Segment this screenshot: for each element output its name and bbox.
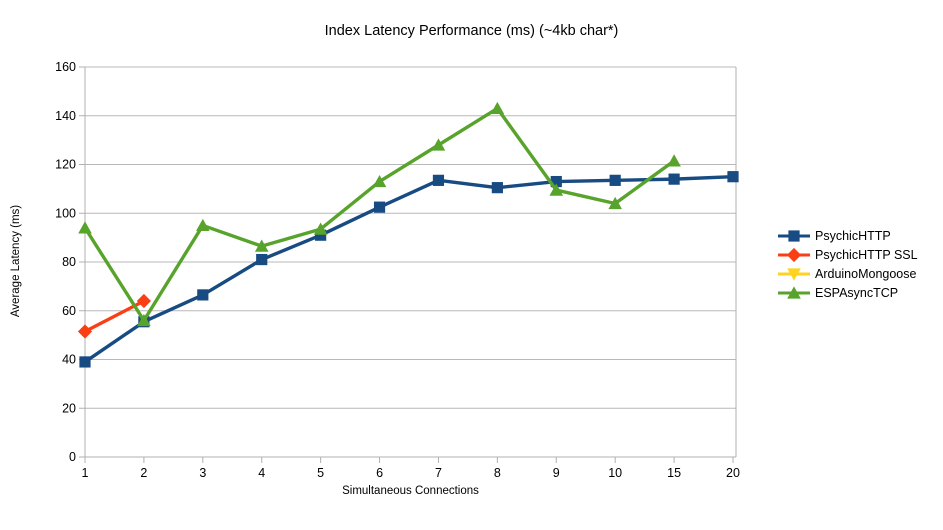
legend-item: ArduinoMongoose (777, 264, 918, 283)
square-marker (256, 253, 268, 266)
x-tick-label: 3 (199, 466, 206, 480)
legend-key-icon (778, 285, 810, 299)
y-tick-label: 160 (55, 60, 76, 74)
x-tick-label: 7 (435, 466, 442, 480)
legend-item: PsychicHTTP (777, 226, 918, 245)
square-marker (432, 174, 445, 186)
legend-key-icon (778, 267, 810, 281)
triangle-up-marker (490, 101, 505, 115)
series-line (83, 106, 676, 323)
chart-title: Index Latency Performance (ms) (~4kb cha… (324, 23, 619, 39)
triangle-up-marker (372, 174, 387, 188)
y-tick-label: 100 (55, 206, 76, 220)
diamond-marker (77, 324, 93, 339)
triangle-up-marker (254, 239, 269, 252)
triangle-up-marker (787, 285, 801, 299)
triangle-up-marker (431, 138, 446, 151)
triangle-up-marker (137, 313, 151, 327)
x-tick-label: 5 (317, 466, 324, 480)
legend-label: PsychicHTTP SSL (815, 247, 918, 262)
legend-key-icon (778, 247, 810, 262)
y-axis-title: Average Latency (ms) (10, 204, 22, 318)
diamond-marker (136, 293, 152, 309)
y-tick-label: 20 (62, 401, 76, 415)
triangle-up-marker (78, 221, 92, 234)
x-tick-label: 9 (553, 466, 560, 480)
x-tick-label: 8 (494, 466, 501, 480)
square-marker (727, 171, 739, 183)
legend-label: ArduinoMongoose (815, 266, 917, 281)
triangle-up-marker (667, 154, 681, 167)
triangle-down-marker (787, 267, 801, 281)
square-marker (668, 173, 680, 185)
square-marker (79, 356, 91, 368)
y-tick-label: 0 (69, 450, 76, 464)
x-tick-label: 15 (667, 466, 681, 480)
x-axis-title: Simultaneous Connections (342, 485, 479, 497)
square-marker (788, 229, 800, 242)
square-marker (609, 174, 621, 186)
y-tick-label: 40 (62, 353, 76, 367)
x-tick-label: 2 (140, 466, 147, 480)
y-tick-label: 60 (62, 304, 76, 318)
square-marker (373, 201, 386, 213)
legend-item: ESPAsyncTCP (777, 283, 918, 302)
legend-label: PsychicHTTP (815, 228, 891, 243)
y-tick-label: 80 (62, 255, 76, 269)
square-marker (197, 289, 209, 301)
triangle-up-marker (549, 183, 564, 196)
y-tick-label: 120 (55, 158, 76, 172)
legend-key-icon (778, 229, 810, 242)
triangle-up-marker (196, 218, 210, 232)
triangle-up-marker (608, 196, 622, 210)
legend: PsychicHTTP PsychicHTTP SSL ArduinoMongoos… (777, 226, 918, 302)
x-tick-label: 6 (376, 466, 383, 480)
x-tick-label: 4 (258, 466, 265, 480)
triangle-up-marker (313, 222, 328, 235)
legend-item: PsychicHTTP SSL (777, 245, 918, 264)
series-line (83, 174, 735, 364)
legend-label: ESPAsyncTCP (815, 285, 899, 300)
diamond-marker (786, 247, 802, 262)
y-tick-label: 140 (55, 109, 76, 123)
x-tick-label: 20 (726, 466, 740, 480)
x-tick-label: 10 (608, 466, 622, 480)
x-tick-label: 1 (82, 466, 89, 480)
square-marker (491, 182, 503, 194)
